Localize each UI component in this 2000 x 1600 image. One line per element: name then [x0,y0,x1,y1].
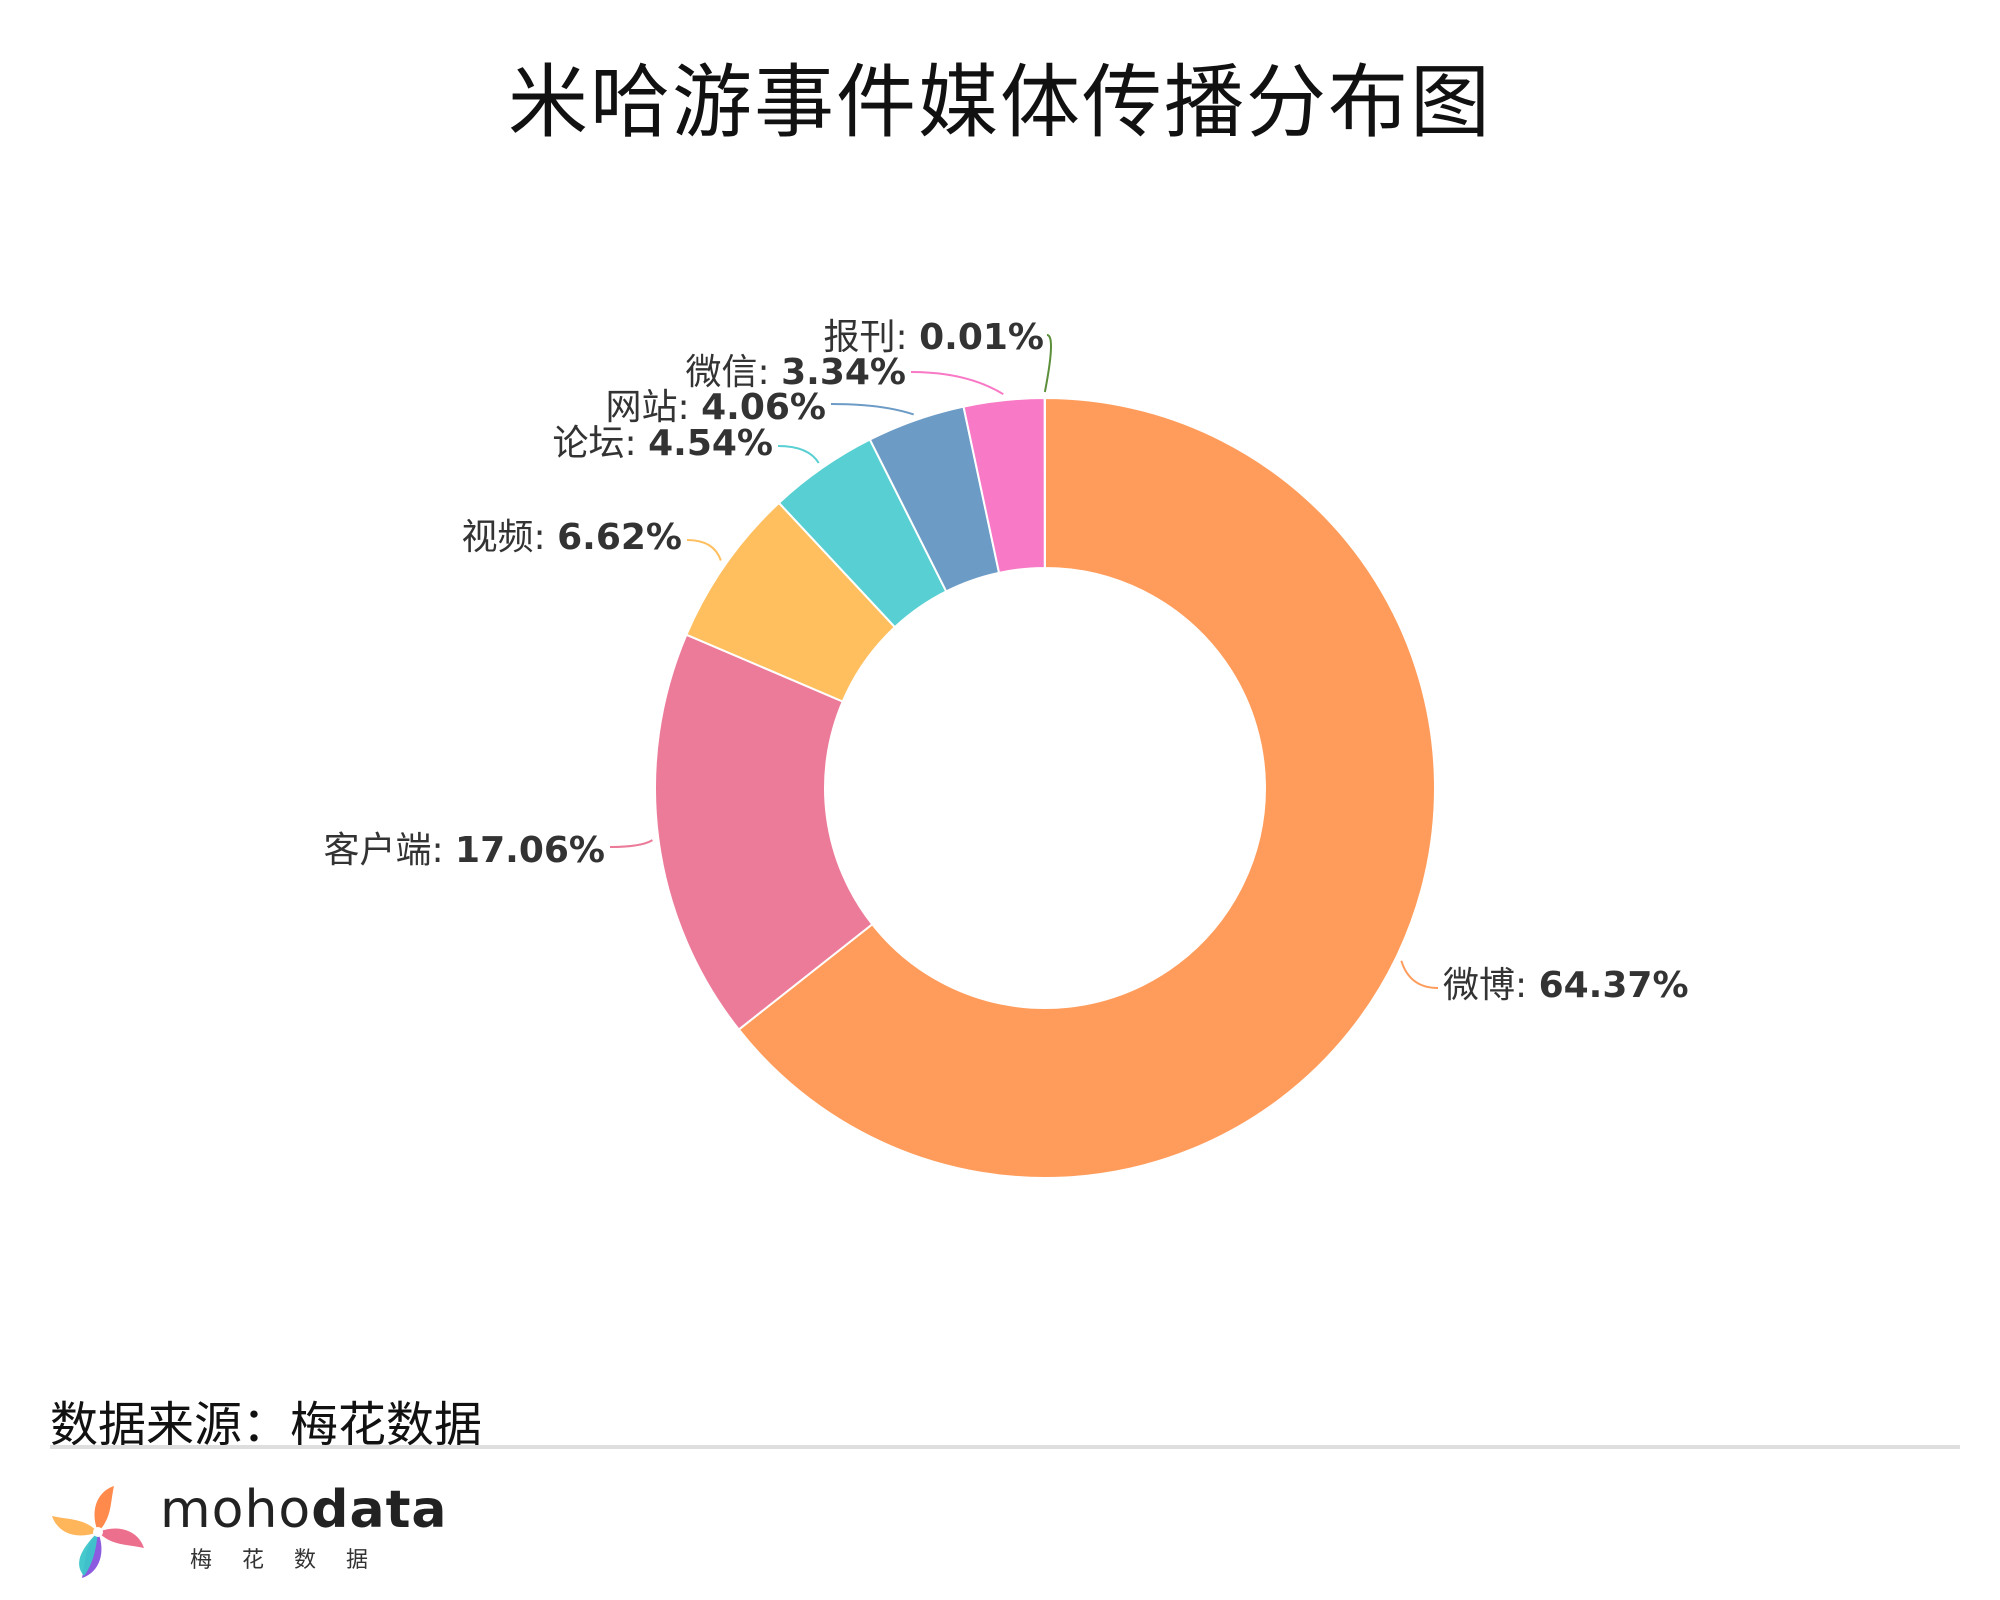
slice-label-微博: 微博: 64.37% [1443,965,1689,1006]
slice-label-报刊: 报刊: 0.01% [824,317,1044,358]
data-source: 数据来源：梅花数据 [50,1397,483,1453]
footer-divider [50,1445,1960,1449]
leader-line-客户端 [609,839,653,848]
leader-line-网站 [830,403,914,416]
brand-name-light: moho [160,1480,312,1540]
brand-name-bold: data [311,1480,448,1540]
slice-label-客户端: 客户端: 17.06% [323,830,605,871]
slice-label-视频: 视频: 6.62% [462,517,682,558]
leader-line-报刊 [1043,334,1052,393]
brand-logo: mohodata 梅花数据 [48,1480,447,1580]
slice-label-微信: 微信: 3.34% [686,352,906,393]
slice-label-论坛: 论坛: 4.54% [553,423,773,464]
chart-title: 米哈游事件媒体传播分布图 [508,56,1492,149]
leader-line-论坛 [777,445,820,464]
slice-客户端 [654,633,874,1031]
leader-line-视频 [686,539,722,561]
pinwheel-icon [52,1486,144,1578]
brand-subtitle: 梅花数据 [190,1548,399,1573]
brand-name: mohodata [160,1480,448,1540]
slice-微博 [737,396,1436,1179]
leader-line-微博 [1400,960,1439,989]
leader-line-微信 [910,371,1004,396]
slice-label-网站: 网站: 4.06% [606,387,826,428]
